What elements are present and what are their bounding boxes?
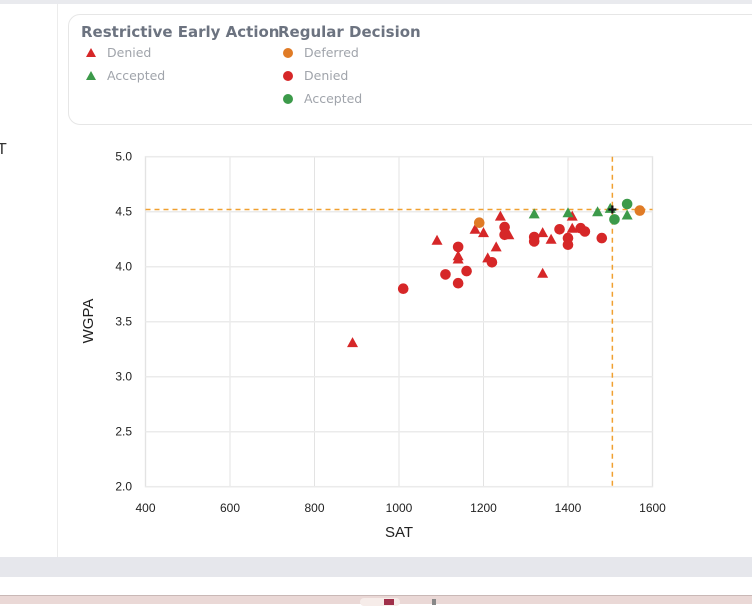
x-tick-labels: 400 600 800 1000 1200 1400 1600 [135, 501, 666, 515]
triangle-point [537, 267, 549, 278]
triangle-marker-icon [86, 48, 96, 57]
legend-item-label: Denied [304, 68, 349, 83]
circle-point [440, 269, 451, 280]
legend-item-rea-denied[interactable]: Denied [80, 41, 279, 64]
legend-item-label: Denied [107, 45, 152, 60]
legend-group-rd: Regular Decision Deferred Denied Accepte… [277, 23, 421, 110]
x-tick-label: 600 [220, 501, 240, 515]
triangle-point [490, 241, 502, 252]
x-tick-label: 1200 [470, 501, 497, 515]
legend-item-rd-denied[interactable]: Denied [277, 64, 421, 87]
section-separator [0, 557, 752, 577]
circle-point [461, 265, 472, 277]
circle-point [634, 205, 646, 216]
y-tick-label: 2.0 [115, 480, 132, 494]
circle-marker-icon [283, 70, 293, 81]
triangle-point [528, 208, 540, 219]
y-axis-label: WGPA [80, 299, 97, 344]
triangle-point [452, 253, 464, 264]
side-label-fragment: T [0, 141, 7, 158]
x-axis-label: SAT [385, 524, 413, 541]
legend-item-rd-accepted[interactable]: Accepted [277, 87, 421, 110]
circle-point [596, 232, 608, 244]
y-tick-label: 5.0 [115, 150, 132, 164]
legend-group-title: Restrictive Early Action [81, 23, 280, 41]
y-tick-label: 3.0 [115, 370, 132, 384]
data-points [347, 198, 646, 348]
legend-item-label: Deferred [304, 45, 359, 60]
circle-marker-icon [283, 47, 293, 58]
triangle-point [566, 222, 578, 233]
circle-point [397, 283, 409, 295]
circle-point [452, 277, 464, 289]
circle-point [452, 241, 464, 253]
y-tick-label: 4.0 [115, 260, 132, 274]
circle-point [609, 214, 620, 225]
user-cross-marker [608, 205, 617, 214]
taskbar-app-icon[interactable] [432, 599, 436, 605]
triangle-point [621, 209, 633, 220]
x-tick-label: 1400 [555, 501, 582, 515]
grid-lines [144, 155, 654, 488]
circle-point [499, 221, 510, 233]
triangle-point [478, 227, 489, 238]
circle-point [499, 229, 510, 241]
legend-group-title: Regular Decision [278, 23, 421, 41]
legend-group-rea: Restrictive Early Action Denied Accepted [80, 23, 279, 87]
triangle-point [562, 207, 574, 218]
legend-item-label: Accepted [107, 68, 166, 83]
triangle-marker-icon [86, 71, 96, 80]
legend-card: Restrictive Early Action Denied Accepted… [68, 14, 752, 125]
taskbar-fragment [0, 595, 752, 606]
triangle-point [592, 206, 604, 217]
top-strip [0, 0, 752, 4]
triangle-point [537, 227, 549, 238]
x-tick-label: 1000 [386, 501, 413, 515]
triangle-point [347, 337, 359, 348]
circle-point [579, 226, 591, 237]
circle-point [528, 236, 540, 247]
triangle-point [431, 234, 443, 245]
circle-marker-icon [283, 93, 293, 104]
legend-item-label: Accepted [304, 91, 363, 106]
circle-point [473, 217, 485, 228]
legend-item-rea-accepted[interactable]: Accepted [80, 64, 279, 87]
left-panel-divider [57, 4, 58, 557]
x-tick-label: 400 [135, 501, 155, 515]
scatter-chart: 400 600 800 1000 1200 1400 1600 2.0 2.5 3.0 3.5 4.… [80, 150, 666, 541]
taskbar-item[interactable] [360, 598, 400, 606]
circle-point [486, 257, 498, 268]
circle-point [554, 224, 565, 235]
y-tick-labels: 2.0 2.5 3.0 3.5 4.0 4.5 5.0 [115, 150, 132, 494]
triangle-point [545, 233, 557, 244]
circle-point [562, 239, 574, 250]
triangle-point [494, 210, 506, 221]
y-tick-label: 4.5 [115, 205, 132, 219]
x-tick-label: 1600 [639, 501, 666, 515]
legend-item-rd-deferred[interactable]: Deferred [277, 41, 421, 64]
taskbar-app-icon[interactable] [384, 599, 394, 605]
y-tick-label: 2.5 [115, 425, 132, 439]
circle-point [621, 198, 633, 210]
triangle-point [469, 223, 481, 234]
x-tick-label: 800 [304, 501, 324, 515]
y-tick-label: 3.5 [115, 315, 132, 329]
